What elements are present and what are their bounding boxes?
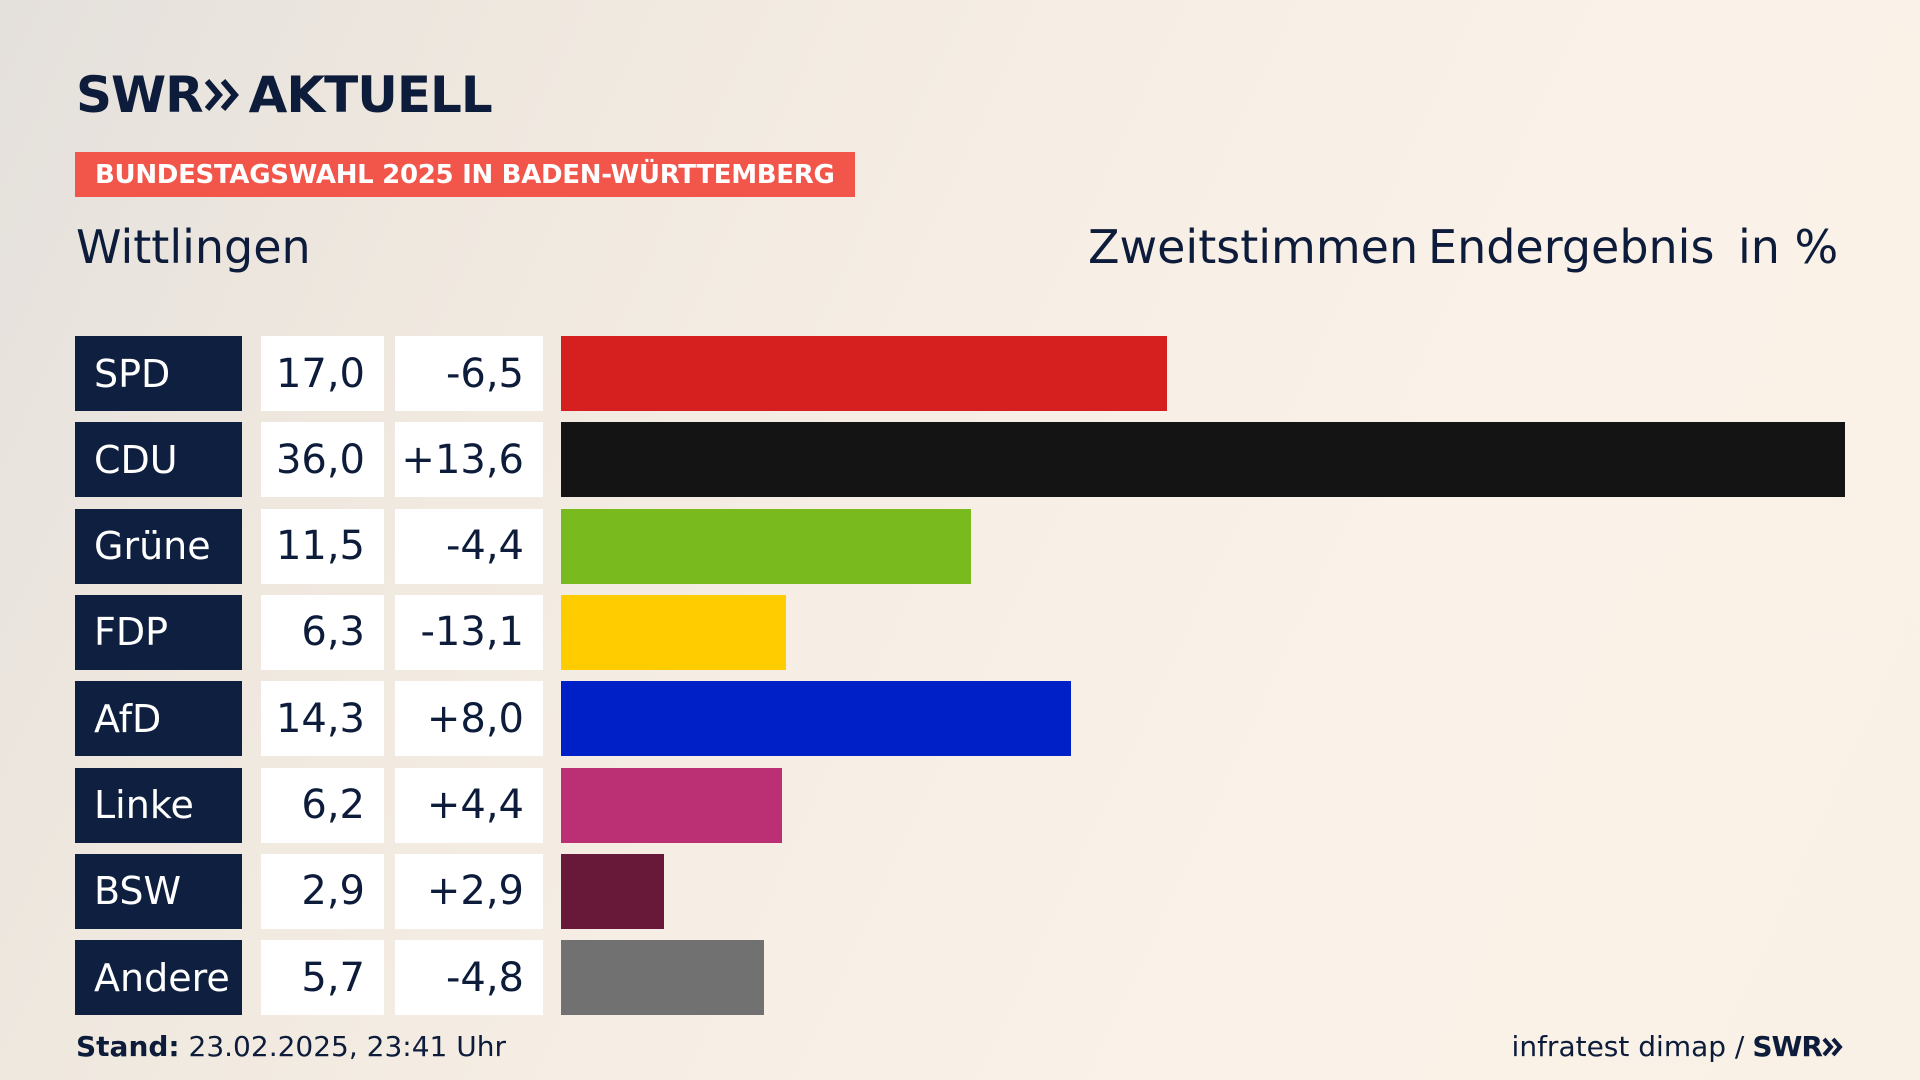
result-bar	[561, 508, 972, 584]
vote-share-value: 2,9	[261, 853, 384, 929]
timestamp: Stand: 23.02.2025, 23:41 Uhr	[76, 1030, 506, 1063]
party-label: FDP	[75, 594, 242, 670]
party-label: CDU	[75, 422, 242, 498]
result-status-label: Endergebnis	[1428, 220, 1715, 274]
vote-change-value: +13,6	[395, 422, 543, 498]
source-text: infratest dimap /	[1511, 1030, 1745, 1063]
vote-type-label: Zweitstimmen	[1088, 220, 1419, 274]
result-bar	[561, 681, 1072, 757]
result-bar	[561, 336, 1168, 411]
party-label: BSW	[75, 853, 242, 929]
vote-share-value: 6,3	[261, 594, 384, 670]
vote-share-value: 14,3	[261, 681, 384, 757]
vote-change-value: +8,0	[395, 681, 543, 757]
vote-share-value: 5,7	[261, 940, 384, 1016]
double-chevron-icon	[204, 78, 241, 112]
vote-change-value: -4,8	[395, 940, 543, 1016]
party-label: Andere	[75, 940, 242, 1016]
unit-label: in %	[1738, 220, 1839, 274]
vote-share-value: 6,2	[261, 767, 384, 843]
vote-share-value: 36,0	[261, 422, 384, 498]
stand-value: 23.02.2025, 23:41 Uhr	[188, 1030, 506, 1063]
swr-mini-logo-text: SWR	[1752, 1030, 1823, 1063]
source-credit: infratest dimap / SWR	[1512, 1030, 1844, 1063]
swr-mini-logo: SWR	[1752, 1030, 1844, 1063]
vote-share-value: 11,5	[261, 508, 384, 584]
vote-change-value: +2,9	[395, 853, 543, 929]
result-bar	[561, 853, 665, 929]
vote-share-value: 17,0	[261, 336, 384, 411]
region-title: Wittlingen	[76, 220, 311, 274]
vote-change-value: -13,1	[395, 594, 543, 670]
party-label: Linke	[75, 767, 242, 843]
mini-chevron-icon	[1822, 1037, 1843, 1056]
party-label: AfD	[75, 681, 242, 757]
result-bar	[561, 594, 786, 670]
vote-change-value: -6,5	[395, 336, 543, 411]
logo-aktuell-text: AKTUELL	[248, 66, 493, 124]
result-bar	[561, 940, 765, 1016]
party-label: SPD	[75, 336, 242, 411]
result-bar	[561, 767, 783, 843]
party-label: Grüne	[75, 508, 242, 584]
result-bar	[561, 422, 1845, 498]
vote-change-value: -4,4	[395, 508, 543, 584]
swr-aktuell-logo: SWR AKTUELL	[76, 66, 493, 124]
election-banner: BUNDESTAGSWAHL 2025 IN BADEN-WÜRTTEMBERG	[75, 152, 855, 197]
vote-change-value: +4,4	[395, 767, 543, 843]
logo-swr-text: SWR	[76, 66, 204, 124]
stand-label: Stand:	[76, 1030, 180, 1063]
